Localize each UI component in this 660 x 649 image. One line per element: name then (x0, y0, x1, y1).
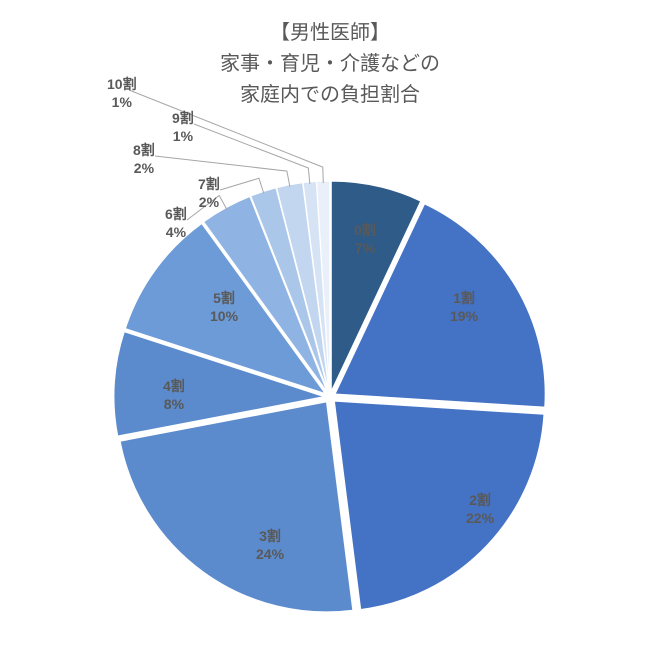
slice-label-pct: 7% (355, 240, 375, 256)
chart-title-line: 【男性医師】 (270, 22, 390, 44)
slice-label: 10割1% (107, 76, 137, 111)
slice-label-pct: 22% (466, 510, 494, 526)
slice-label-name: 8割 (133, 142, 155, 158)
leader-line (155, 156, 290, 187)
slice-label-name: 0割 (354, 222, 376, 238)
pie-slice (120, 402, 353, 612)
slice-label: 8割2% (133, 142, 155, 177)
chart-title-line: 家庭内での負担割合 (240, 84, 420, 106)
slice-label-pct: 24% (256, 546, 284, 562)
slice-label-name: 1割 (453, 290, 475, 306)
leader-line (194, 124, 310, 184)
slice-label: 4割8% (163, 378, 185, 413)
slice-label-pct: 4% (166, 224, 186, 240)
slice-label: 9割1% (172, 110, 194, 145)
pie-slice (334, 401, 544, 609)
slice-label: 1割19% (450, 290, 478, 325)
slice-label-pct: 2% (199, 194, 219, 210)
slice-label-name: 5割 (213, 290, 235, 306)
slice-label: 2割22% (466, 492, 494, 527)
slice-label-name: 6割 (165, 206, 187, 222)
slice-label-pct: 2% (134, 160, 154, 176)
chart-title: 【男性医師】家事・育児・介護などの家庭内での負担割合 (0, 18, 660, 111)
slice-label-name: 10割 (107, 76, 137, 92)
slice-label-pct: 1% (173, 128, 193, 144)
slice-label-pct: 19% (450, 308, 478, 324)
slice-label-pct: 10% (210, 308, 238, 324)
slice-label-name: 4割 (163, 378, 185, 394)
slice-label-pct: 8% (164, 396, 184, 412)
pie-chart: 【男性医師】家事・育児・介護などの家庭内での負担割合 0割7%1割19%2割22… (0, 0, 660, 649)
slice-label-name: 9割 (172, 110, 194, 126)
slice-label: 0割7% (354, 222, 376, 257)
slice-label: 6割4% (165, 206, 187, 241)
leader-line (220, 178, 264, 193)
chart-title-line: 家事・育児・介護などの (220, 53, 440, 75)
slice-label-pct: 1% (112, 94, 132, 110)
slice-label-name: 2割 (469, 492, 491, 508)
slice-label-name: 7割 (198, 176, 220, 192)
slice-label: 3割24% (256, 528, 284, 563)
slice-label: 7割2% (198, 176, 220, 211)
slice-label: 5割10% (210, 290, 238, 325)
slice-label-name: 3割 (259, 528, 281, 544)
